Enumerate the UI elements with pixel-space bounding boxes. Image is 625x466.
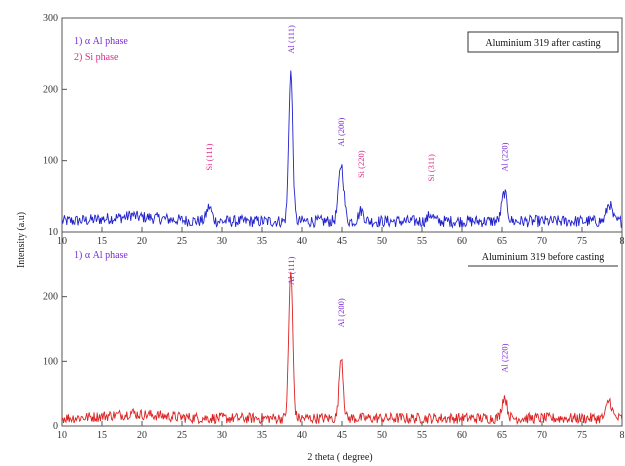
x-tick-label: 50	[377, 430, 387, 441]
x-tick-label: 75	[577, 236, 587, 247]
legend-entry: 1) α Al phase	[74, 250, 128, 261]
peak-label: Al (111)	[286, 25, 296, 54]
x-tick-label: 20	[137, 430, 147, 441]
x-tick-label: 75	[577, 430, 587, 441]
x-tick-label: 25	[177, 430, 187, 441]
x-tick-label: 45	[337, 430, 347, 441]
x-tick-label: 15	[97, 236, 107, 247]
x-tick-label: 65	[497, 236, 507, 247]
x-tick-label: 35	[257, 236, 267, 247]
x-tick-label: 35	[257, 430, 267, 441]
x-tick-label: 8	[620, 430, 625, 441]
x-tick-label: 55	[417, 236, 427, 247]
peak-label: Si (220)	[356, 150, 366, 178]
peak-label: Al (200)	[336, 117, 346, 146]
y-axis-label: Intensity (a.u)	[16, 212, 27, 268]
peak-label: Al (200)	[336, 298, 346, 327]
peak-label: Si (311)	[426, 154, 436, 181]
x-tick-label: 50	[377, 236, 387, 247]
x-tick-label: 20	[137, 236, 147, 247]
x-tick-label: 55	[417, 430, 427, 441]
y-tick-label: 200	[43, 84, 58, 95]
legend-entry: 1) α Al phase	[74, 36, 128, 47]
legend-entry: 2) Si phase	[74, 52, 119, 63]
x-tick-label: 65	[497, 430, 507, 441]
y-tick-label: 200	[43, 292, 58, 303]
title-box	[467, 31, 619, 53]
y-tick-label: 300	[43, 13, 58, 24]
peak-label: Si (111)	[204, 143, 214, 170]
peak-label: Al (220)	[499, 343, 509, 372]
panel-title: Aluminium 319 before casting	[482, 252, 604, 263]
x-tick-label: 10	[57, 430, 67, 441]
y-tick-label: 100	[43, 156, 58, 167]
panel-before-casting: 0 100 200 10 15 20 25 30 35 40 45 50 55 60 65 70 75 8 Al (…	[43, 231, 625, 441]
y-tick-label: 10	[48, 227, 58, 238]
x-tick-label: 70	[537, 236, 547, 247]
spectrum-line	[61, 271, 623, 426]
y-tick-label: 100	[43, 356, 58, 367]
x-tick-label: 70	[537, 430, 547, 441]
x-tick-label: 45	[337, 236, 347, 247]
x-tick-label: 40	[297, 430, 307, 441]
x-tick-label: 25	[177, 236, 187, 247]
x-tick-label: 60	[457, 430, 467, 441]
peak-label: Al (111)	[286, 256, 296, 285]
spectrum-line	[61, 70, 623, 229]
peak-label: Al (220)	[499, 142, 509, 171]
x-tick-label: 30	[217, 236, 227, 247]
x-tick-label: 15	[97, 430, 107, 441]
y-tick-label: 0	[53, 421, 58, 432]
x-tick-label: 30	[217, 430, 227, 441]
x-tick-label: 40	[297, 236, 307, 247]
x-tick-label: 60	[457, 236, 467, 247]
panel-title: Aluminium 319 after casting	[485, 38, 600, 49]
x-axis-label: 2 theta ( degree)	[307, 452, 372, 463]
